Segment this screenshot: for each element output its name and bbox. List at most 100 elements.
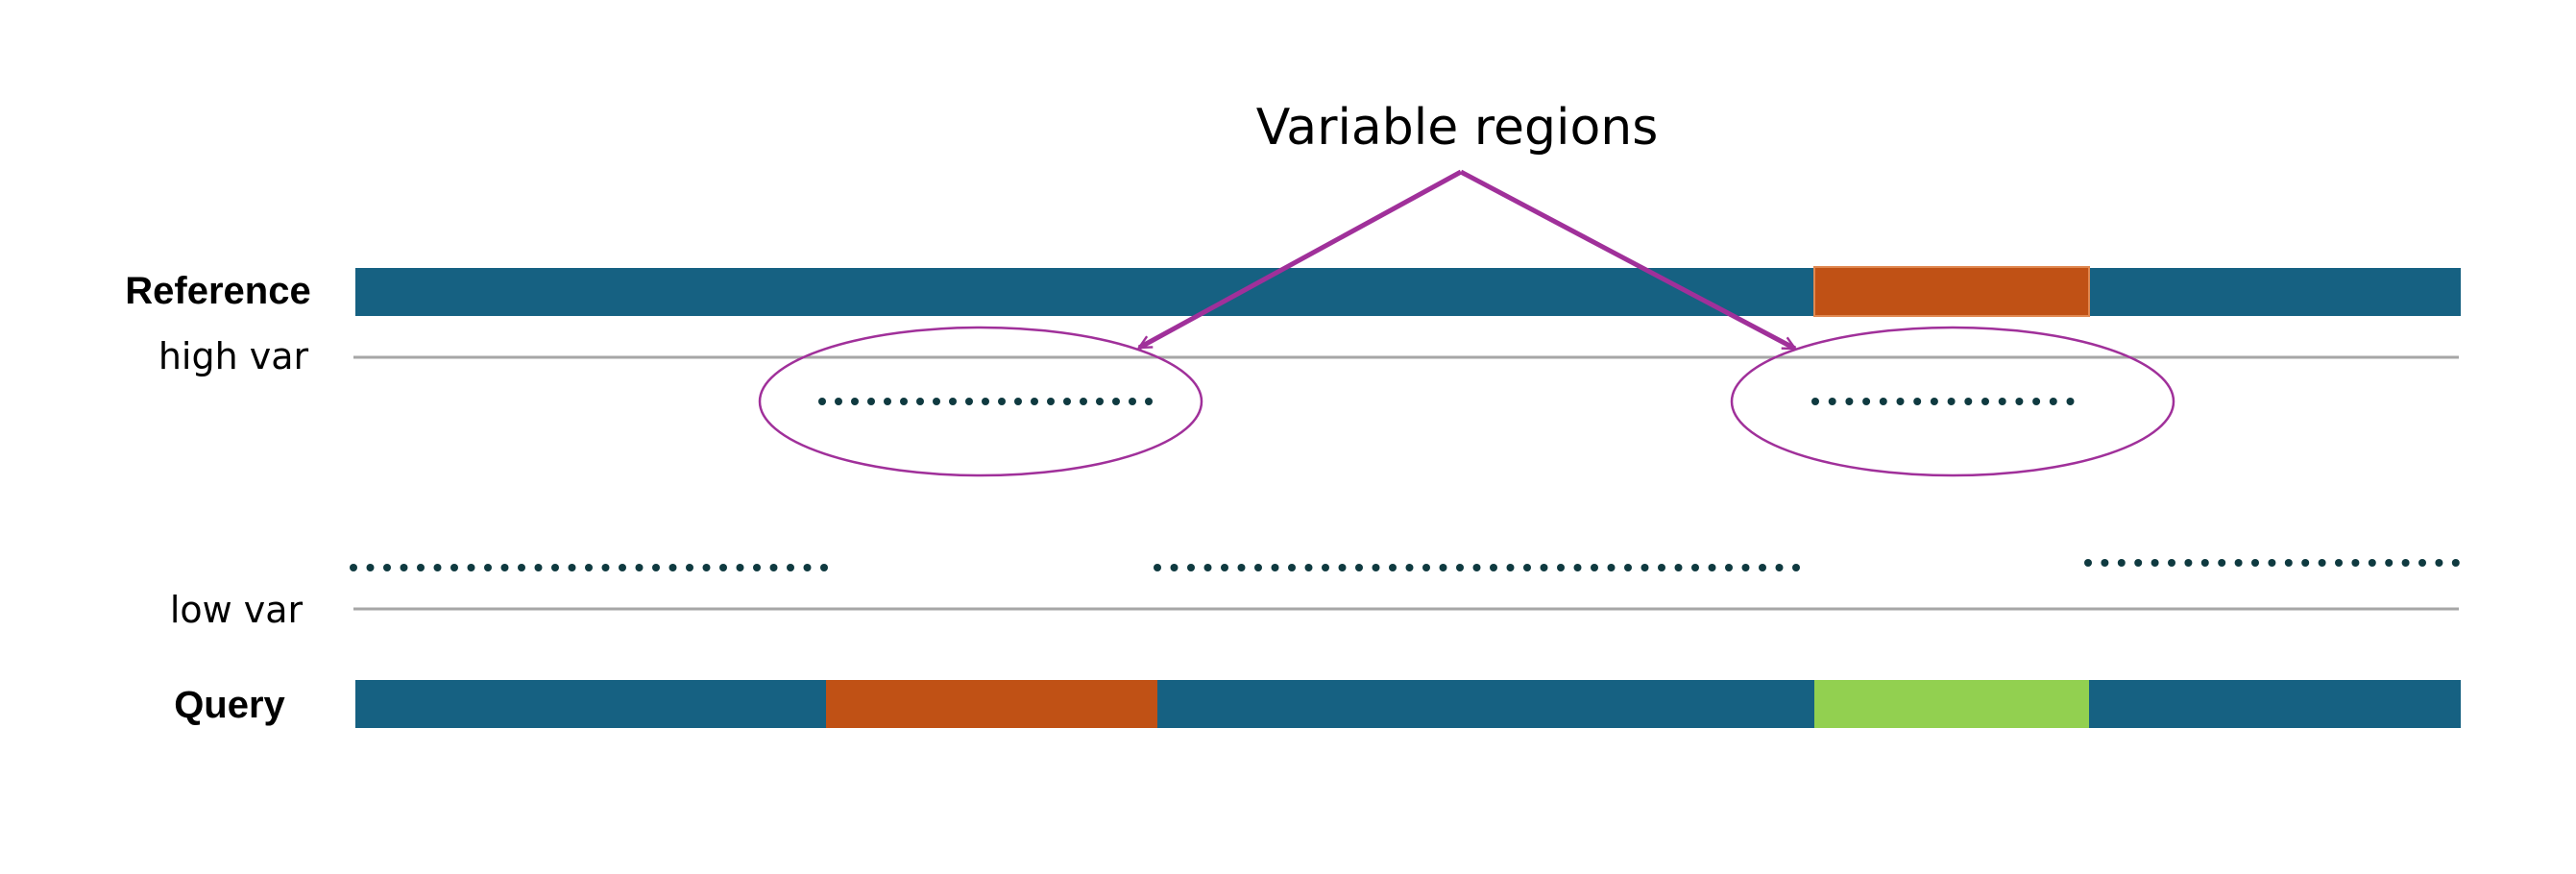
dot [484, 564, 492, 571]
dot [900, 398, 908, 405]
dot [350, 564, 357, 571]
dot [1691, 564, 1699, 571]
dot [916, 398, 924, 405]
dot [787, 564, 794, 571]
dot [1372, 564, 1380, 571]
dot [2117, 559, 2126, 567]
dot [1506, 564, 1515, 571]
high-var-dots-right [1811, 398, 2075, 405]
dot [2318, 559, 2326, 567]
dot [2200, 559, 2209, 567]
dot [1759, 564, 1766, 571]
low-var-label: low var [170, 589, 304, 631]
dot [736, 564, 744, 571]
dot [835, 398, 842, 405]
dot [702, 564, 711, 571]
dot [982, 398, 989, 405]
low-var-dots-1 [350, 564, 828, 571]
dot [1338, 564, 1347, 571]
dot [1472, 564, 1481, 571]
dot [2168, 559, 2175, 567]
dot [2418, 559, 2426, 567]
dot [1129, 398, 1136, 405]
dot [2385, 559, 2394, 567]
dot [2015, 398, 2024, 405]
query-variable-segment-green [1814, 680, 2089, 728]
dot [1828, 398, 1836, 405]
dot [1591, 564, 1598, 571]
dot [1288, 564, 1296, 571]
dot [998, 398, 1006, 405]
dot [851, 398, 859, 405]
dot [1792, 564, 1800, 571]
query-sequence-bar [355, 680, 2461, 728]
dot [2368, 559, 2376, 567]
dot [585, 564, 593, 571]
dot [551, 564, 559, 571]
dot [1557, 564, 1565, 571]
dot [400, 564, 408, 571]
dot [753, 564, 761, 571]
dot [1775, 564, 1784, 571]
dot [1170, 564, 1179, 571]
dot [2049, 398, 2057, 405]
dot [1145, 398, 1153, 405]
dot [1947, 398, 1956, 405]
dot [1658, 564, 1665, 571]
dot [518, 564, 525, 571]
dot [2284, 559, 2293, 567]
dot [383, 564, 391, 571]
dot [619, 564, 626, 571]
dot [1964, 398, 1973, 405]
dot [2218, 559, 2226, 567]
dot [2151, 559, 2159, 567]
dot [1674, 564, 1683, 571]
dot [467, 564, 475, 571]
dot [2351, 559, 2360, 567]
dot [2301, 559, 2310, 567]
dot [965, 398, 973, 405]
dot [1389, 564, 1397, 571]
dot [1607, 564, 1616, 571]
dot [1237, 564, 1246, 571]
dot [1998, 398, 2006, 405]
dot [1112, 398, 1120, 405]
dot [1154, 564, 1161, 571]
dot [601, 564, 610, 571]
dot [1640, 564, 1649, 571]
dot [1405, 564, 1414, 571]
dot [719, 564, 727, 571]
dot [1014, 398, 1022, 405]
dot [534, 564, 543, 571]
reference-sequence-bar [355, 266, 2461, 317]
dot [1490, 564, 1497, 571]
dot [2435, 559, 2443, 567]
dot [1271, 564, 1279, 571]
dot [1913, 398, 1922, 405]
dot [1573, 564, 1582, 571]
dot [1811, 398, 1819, 405]
dot [1422, 564, 1430, 571]
dot [1523, 564, 1531, 571]
dot [2251, 559, 2259, 567]
variable-region-ellipse-left [758, 326, 1203, 477]
dot [1862, 398, 1871, 405]
dot [1080, 398, 1087, 405]
dot [2066, 398, 2075, 405]
dot [769, 564, 778, 571]
dot [1187, 564, 1195, 571]
dot [2234, 559, 2243, 567]
dot [867, 398, 875, 405]
query-variable-segment-orange [826, 680, 1157, 728]
dot [450, 564, 458, 571]
dot [1624, 564, 1632, 571]
dot [1221, 564, 1228, 571]
dot [1063, 398, 1071, 405]
annotation-label: Variable regions [1256, 99, 1659, 157]
dot [433, 564, 442, 571]
dot [500, 564, 509, 571]
dot [1254, 564, 1262, 571]
dot [1540, 564, 1548, 571]
dot [933, 398, 940, 405]
query-label: Query [174, 684, 285, 726]
